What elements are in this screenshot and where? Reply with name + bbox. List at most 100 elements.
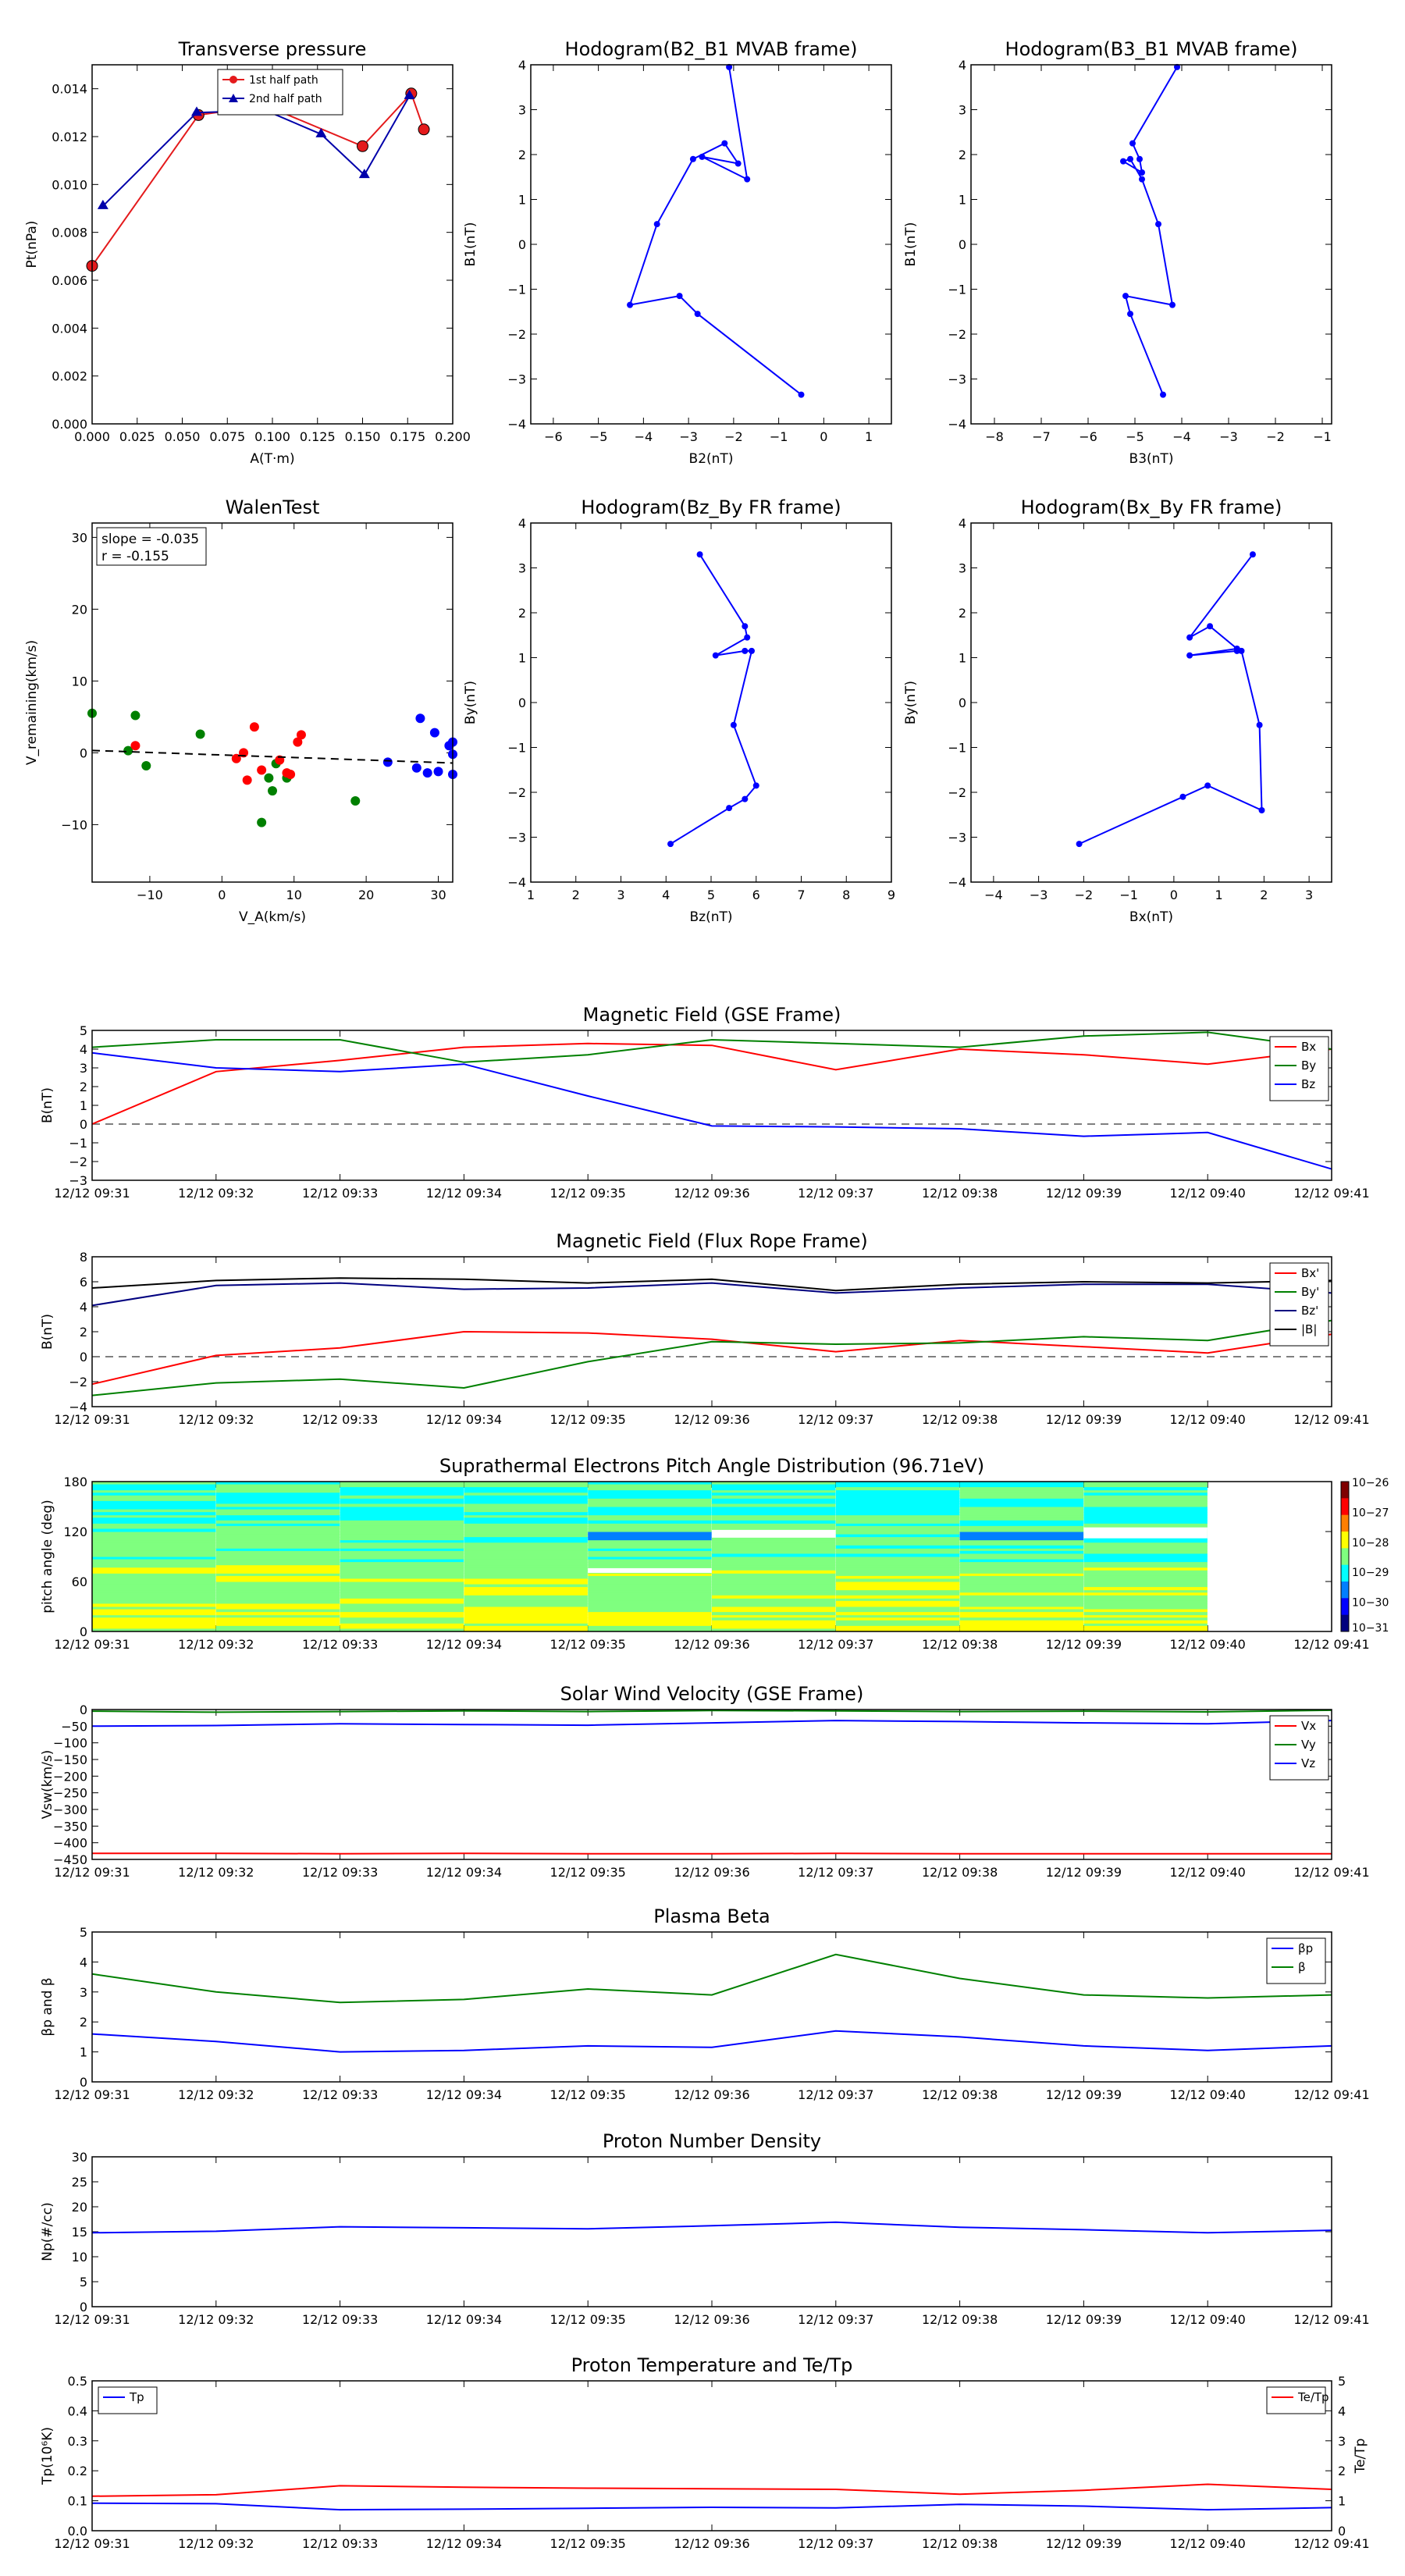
x-tick-label: 0.100 — [254, 429, 290, 444]
colorbar-segment — [1341, 1498, 1349, 1516]
chart-title: Hodogram(Bx_By FR frame) — [1021, 496, 1282, 518]
heat-cell — [712, 1537, 836, 1541]
x-tick-label: 12/12 09:35 — [550, 1865, 626, 1880]
x-tick-label: 12/12 09:31 — [54, 2087, 130, 2102]
heat-cell — [1083, 1500, 1208, 1504]
heat-cell — [835, 1493, 960, 1496]
heat-cell — [92, 1584, 216, 1588]
x-tick-label: 20 — [358, 888, 374, 902]
x-tick-label: 1 — [527, 888, 535, 902]
heat-cell — [340, 1484, 464, 1488]
heat-cell — [92, 1578, 216, 1582]
data-point — [712, 652, 719, 659]
heat-cell — [464, 1600, 588, 1604]
heat-cell — [588, 1514, 712, 1518]
x-tick-label: 12/12 09:36 — [674, 1637, 749, 1652]
heat-cell — [1083, 1503, 1208, 1507]
heat-cell — [1083, 1595, 1208, 1599]
heat-cell — [464, 1592, 588, 1596]
heat-cell — [340, 1503, 464, 1507]
heat-cell — [1083, 1564, 1208, 1568]
y-tick-label: −400 — [53, 1836, 87, 1851]
y-tick-label: 0.5 — [68, 2374, 87, 2389]
y-axis-label-right: Te/Tp — [1353, 2439, 1368, 2475]
heat-cell — [588, 1542, 712, 1546]
heat-cell — [340, 1489, 464, 1493]
y-tick-label: −1 — [69, 1136, 87, 1151]
heat-cell — [959, 1582, 1084, 1585]
heat-cell — [712, 1509, 836, 1513]
heat-cell — [340, 1617, 464, 1621]
y-tick-label: −1 — [948, 741, 966, 756]
legend-box — [217, 69, 343, 116]
data-point — [190, 106, 202, 116]
heat-cell — [835, 1584, 960, 1588]
panel-hzy: Hodogram(Bz_By FR frame) −4 −3 −2 −1 0 1 2 3 4 1 2 3… — [463, 496, 895, 925]
heat-cell — [959, 1625, 1084, 1629]
heat-cell — [835, 1507, 960, 1510]
y-axis-label: B1(nT) — [903, 222, 919, 267]
y-tick-label: 15 — [72, 2225, 87, 2240]
chart-title: Transverse pressure — [178, 38, 367, 60]
x-tick-label: 12/12 09:33 — [302, 1412, 378, 1427]
heat-cell — [959, 1584, 1084, 1588]
x-tick-label: 12/12 09:35 — [550, 2312, 626, 2327]
heat-cell — [340, 1614, 464, 1618]
heat-cell — [340, 1584, 464, 1588]
y-tick-label: 4 — [518, 516, 526, 531]
y-tick-label: −250 — [53, 1786, 87, 1801]
plot-frame — [530, 522, 892, 883]
heat-cell — [215, 1589, 340, 1593]
heat-cell — [464, 1589, 588, 1593]
chart-title: Proton Temperature and Te/Tp — [571, 2354, 853, 2376]
x-tick-label: 12/12 09:36 — [674, 2312, 749, 2327]
heat-cell — [712, 1589, 836, 1593]
data-point — [1120, 158, 1126, 165]
x-tick-label: 0.125 — [300, 429, 336, 444]
series-line — [102, 95, 411, 207]
heat-cell — [712, 1542, 836, 1546]
heat-cell — [712, 1489, 836, 1493]
heat-cell — [464, 1620, 588, 1624]
heat-cell — [835, 1509, 960, 1513]
heat-cell — [1083, 1487, 1208, 1491]
y-tick-label: 3 — [80, 1985, 87, 2000]
heat-cell — [712, 1584, 836, 1588]
y-tick-label: 10 — [72, 2250, 87, 2265]
y-tick-label: 4 — [518, 58, 526, 73]
panel-h21: Hodogram(B2_B1 MVAB frame) −4 −3 −2 −1 0 1 2 3 4 −… — [463, 38, 892, 467]
data-point — [1186, 634, 1193, 641]
y-axis-label: B(nT) — [40, 1087, 55, 1123]
heat-cell — [588, 1487, 712, 1491]
colorbar-frame — [1340, 1481, 1350, 1632]
heat-cell — [1083, 1625, 1208, 1629]
heat-cell — [588, 1537, 712, 1541]
x-tick-label: 12/12 09:33 — [302, 2536, 378, 2551]
x-tick-label: −6 — [544, 429, 563, 444]
heat-cell — [588, 1525, 712, 1529]
plot-frame — [91, 1481, 1332, 1632]
annotation-box — [96, 527, 207, 566]
y-tick-label: 30 — [72, 530, 87, 545]
heat-cell — [340, 1487, 464, 1491]
heat-cell — [92, 1503, 216, 1507]
heat-cell — [712, 1582, 836, 1585]
heat-cell — [712, 1498, 836, 1502]
plot-frame — [91, 1030, 1332, 1181]
series-line — [91, 1709, 1332, 1713]
heat-cell — [835, 1606, 960, 1610]
x-tick-label: −5 — [589, 429, 608, 444]
x-tick-label: 10 — [286, 888, 302, 902]
series-line — [91, 2030, 1332, 2053]
heat-cell — [835, 1578, 960, 1582]
heat-cell — [215, 1567, 340, 1571]
chart-title: WalenTest — [226, 496, 320, 518]
heat-cell — [464, 1584, 588, 1588]
heat-cell — [92, 1606, 216, 1610]
legend-label: Bx — [1301, 1040, 1316, 1054]
data-point — [123, 745, 133, 756]
x-tick-label: 12/12 09:38 — [922, 1637, 998, 1652]
heat-cell — [340, 1625, 464, 1629]
heat-cell — [588, 1606, 712, 1610]
annotation-text: r = -0.155 — [101, 549, 169, 564]
